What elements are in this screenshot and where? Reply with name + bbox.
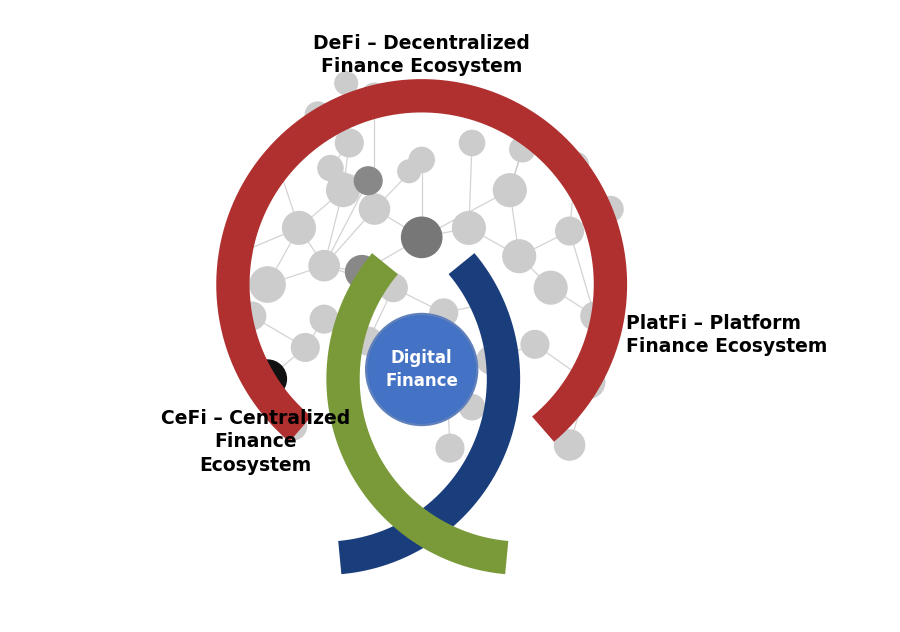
Text: DeFi – Decentralized
Finance Ecosystem: DeFi – Decentralized Finance Ecosystem — [313, 33, 530, 76]
Circle shape — [355, 327, 382, 355]
Circle shape — [572, 366, 605, 398]
Text: CeFi – Centralized
Finance
Ecosystem: CeFi – Centralized Finance Ecosystem — [160, 409, 350, 475]
Circle shape — [474, 289, 501, 317]
Circle shape — [227, 241, 252, 265]
Circle shape — [410, 147, 435, 173]
Circle shape — [509, 137, 535, 162]
Circle shape — [598, 197, 623, 222]
Circle shape — [346, 255, 378, 288]
Circle shape — [563, 152, 589, 178]
Circle shape — [554, 430, 585, 460]
Circle shape — [309, 250, 339, 281]
Circle shape — [292, 334, 320, 362]
Circle shape — [310, 305, 338, 333]
Circle shape — [279, 412, 307, 440]
Text: PlatFi – Platform
Finance Ecosystem: PlatFi – Platform Finance Ecosystem — [626, 313, 828, 356]
Circle shape — [453, 212, 485, 245]
Circle shape — [430, 299, 457, 327]
Circle shape — [265, 149, 290, 174]
Circle shape — [335, 72, 357, 95]
Circle shape — [380, 274, 407, 301]
Circle shape — [459, 130, 484, 155]
Circle shape — [521, 331, 549, 358]
Circle shape — [248, 360, 286, 398]
Circle shape — [401, 217, 442, 257]
Circle shape — [555, 217, 583, 245]
Circle shape — [398, 160, 420, 183]
Circle shape — [238, 302, 266, 330]
Circle shape — [355, 167, 382, 195]
Text: Digital
Finance: Digital Finance — [385, 349, 458, 389]
Circle shape — [359, 194, 390, 224]
Circle shape — [493, 174, 526, 207]
Circle shape — [368, 316, 475, 423]
Circle shape — [580, 302, 608, 330]
Circle shape — [327, 174, 359, 207]
Circle shape — [477, 346, 505, 374]
Circle shape — [503, 240, 536, 272]
Circle shape — [283, 212, 315, 245]
Circle shape — [362, 83, 387, 108]
Circle shape — [250, 267, 285, 302]
Circle shape — [318, 155, 343, 181]
Circle shape — [535, 271, 567, 304]
Circle shape — [368, 316, 475, 423]
Circle shape — [305, 102, 330, 127]
Circle shape — [459, 394, 484, 420]
Circle shape — [365, 313, 479, 426]
Circle shape — [336, 129, 364, 157]
Circle shape — [436, 434, 464, 462]
